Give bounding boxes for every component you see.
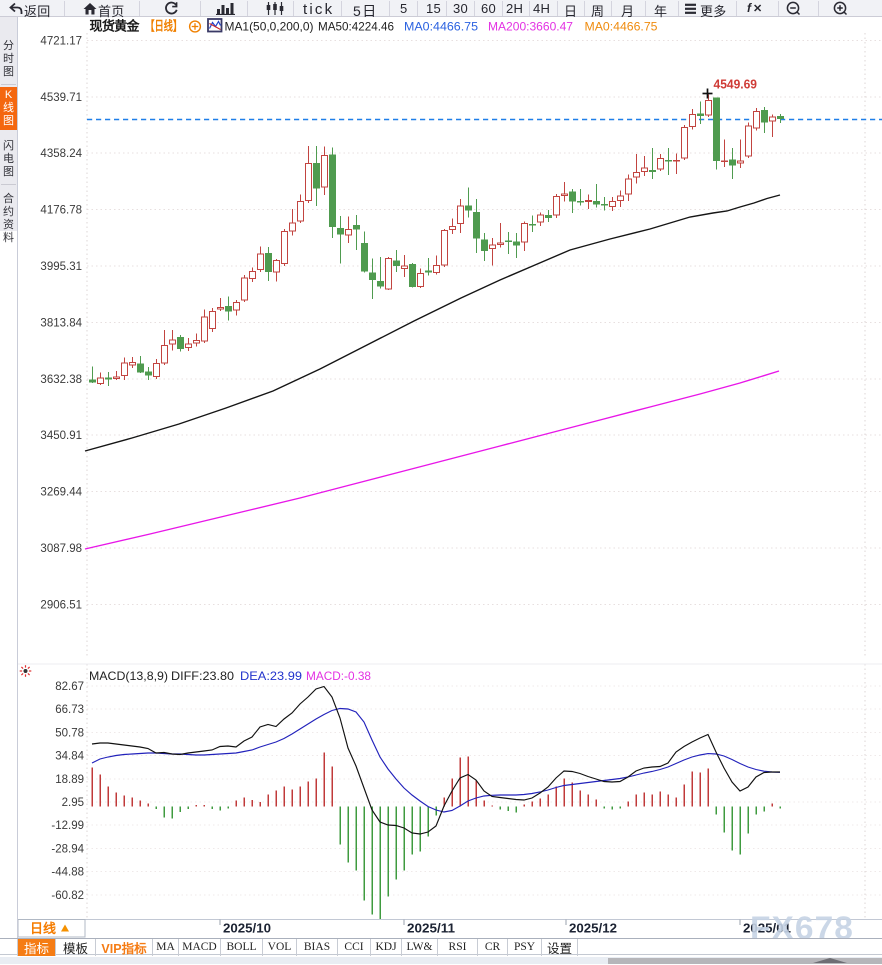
svg-text:-28.94: -28.94 [51,843,84,855]
svg-text:4176.78: 4176.78 [40,205,82,217]
svg-text:4358.24: 4358.24 [40,148,82,160]
svg-text:-60.82: -60.82 [51,890,84,902]
svg-text:2906.51: 2906.51 [40,599,82,611]
svg-text:日线: 日线 [30,921,56,936]
svg-text:2025/11: 2025/11 [407,921,455,936]
svg-text:2025/01: 2025/01 [743,921,791,936]
svg-text:MACD(13,8,9): MACD(13,8,9) [89,669,168,683]
svg-text:3087.98: 3087.98 [40,543,82,555]
svg-text:MA0:4466.75: MA0:4466.75 [585,20,658,34]
svg-text:4539.71: 4539.71 [40,92,82,104]
svg-text:4549.69: 4549.69 [714,78,758,92]
svg-text:34.84: 34.84 [55,751,84,763]
svg-text:3995.31: 3995.31 [40,261,82,273]
svg-text:66.73: 66.73 [55,704,84,716]
svg-text:2025/10: 2025/10 [223,921,271,936]
svg-text:-44.88: -44.88 [51,867,84,879]
svg-text:2.95: 2.95 [62,797,84,809]
svg-text:18.89: 18.89 [55,774,84,786]
svg-text:MA200:3660.47: MA200:3660.47 [488,20,573,34]
svg-text:4721.17: 4721.17 [40,35,82,47]
svg-text:-12.99: -12.99 [51,820,84,832]
svg-text:82.67: 82.67 [55,681,84,693]
svg-text:MA0:4466.75: MA0:4466.75 [404,20,478,34]
svg-text:3269.44: 3269.44 [40,487,82,499]
svg-text:3813.84: 3813.84 [40,317,82,329]
svg-text:【日线】: 【日线】 [146,19,183,34]
svg-text:2025/12: 2025/12 [569,921,617,936]
svg-text:3450.91: 3450.91 [40,430,82,442]
svg-text:50.78: 50.78 [55,727,84,739]
svg-text:DEA:23.99: DEA:23.99 [240,669,302,683]
svg-text:MA50:4224.46: MA50:4224.46 [318,20,394,34]
svg-text:3632.38: 3632.38 [40,374,82,386]
svg-text:MACD:-0.38: MACD:-0.38 [306,669,371,683]
svg-text:MA1(50,0,200,0): MA1(50,0,200,0) [225,20,314,34]
svg-text:现货黄金: 现货黄金 [90,19,141,34]
svg-text:DIFF:23.80: DIFF:23.80 [171,669,234,683]
